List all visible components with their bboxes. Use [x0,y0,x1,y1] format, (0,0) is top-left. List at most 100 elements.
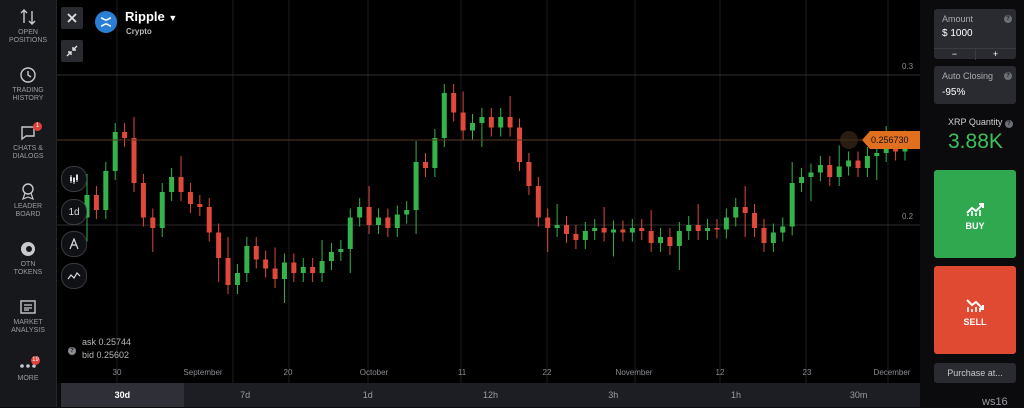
notification-badge: 19 [31,356,40,365]
sidebar-item-label: MARKET ANALYSIS [11,319,45,334]
candle-body [686,225,692,231]
candle-body [893,147,899,152]
info-icon[interactable]: ? [68,347,76,355]
candle-body [498,117,504,128]
candle-body [695,225,701,231]
sidebar-item-label: OTN TOKENS [13,261,43,276]
trend-up-icon [966,203,984,216]
chevron-down-icon: ▼ [168,13,178,23]
candle-body [404,210,410,215]
sell-label: SELL [963,317,987,327]
candle-body [883,147,889,153]
candle-body [789,183,795,227]
auto-closing-box[interactable]: Auto Closing ? -95% [934,66,1016,104]
quantity-value: 3.88K [948,130,1003,153]
tab-30m[interactable]: 30m [849,390,868,400]
asset-selector[interactable] [95,8,185,38]
x-tick-label: 20 [284,368,293,377]
candle-body [169,177,175,192]
history-clock-icon [20,67,36,83]
candle-body [441,93,447,138]
x-tick-label: 11 [458,368,467,377]
candle-body [460,112,466,131]
swap-arrows-icon [20,9,36,25]
candlestick-chart[interactable]: 0.3 0.2 0.256730 30 September 20 October 11 22 No… [57,0,920,383]
candle-body [263,259,269,269]
info-icon[interactable]: ? [1004,15,1012,23]
candle-body [545,217,551,228]
newspaper-icon [20,300,36,314]
sidebar-item-label: TRADING HISTORY [12,87,44,102]
auto-closing-value: -95% [942,87,966,98]
candle-body [620,229,626,233]
asset-name[interactable]: Ripple ▼ [125,9,178,24]
collapse-button[interactable] [61,40,83,62]
buy-button[interactable]: BUY [934,170,1016,258]
candle-body [338,249,344,252]
tab-12h[interactable]: 12h [483,390,499,400]
candle-body [658,237,664,243]
sidebar-item-more[interactable]: 19 MORE [0,356,56,383]
sidebar-item-trading-history[interactable]: TRADING HISTORY [0,66,56,103]
tab-1h[interactable]: 1h [730,390,741,400]
candle-body [206,207,212,233]
candle-body [874,153,880,156]
candle-body [375,217,381,225]
close-asset-button[interactable] [61,7,83,29]
sidebar-item-chats[interactable]: 1 CHATS & DIALOGS [0,122,56,161]
candle-body [705,228,711,231]
candle-body [328,252,334,261]
candle-body [535,186,541,218]
interval-button[interactable]: 1d [61,199,87,225]
info-icon[interactable]: ? [1004,72,1012,80]
trend-down-icon [966,299,984,312]
candle-body [601,228,607,233]
candle-body [667,237,673,246]
candle-body [150,217,156,228]
bid-price: bid 0.25602 [82,350,130,360]
tab-3h[interactable]: 3h [608,390,619,400]
sell-button[interactable]: SELL [934,266,1016,354]
candle-body [855,160,861,168]
sidebar-item-label: OPEN POSITIONS [8,29,48,44]
sidebar-item-label: LEADER BOARD [13,203,42,218]
amount-increase-button[interactable]: + [975,48,1016,60]
candle-body [770,232,776,243]
ripple-logo-icon [95,11,117,33]
tab-7d[interactable]: 7d [240,390,251,400]
sidebar-item-label: CHATS & DIALOGS [12,145,44,160]
candle-body [817,165,823,173]
candle-body [733,207,739,218]
candle-body [554,225,560,228]
drawing-tools-button[interactable] [61,231,87,257]
sidebar-item-open-positions[interactable]: OPEN POSITIONS [0,8,56,45]
candle-body [864,156,870,168]
candle-body [799,177,805,183]
candle-body [310,267,316,273]
amount-field[interactable]: $ 1000 [942,28,973,39]
candle-body [761,228,767,243]
tab-30d[interactable]: 30d [61,383,184,407]
candle-body [422,162,428,168]
candle-body [234,273,240,285]
candle-body [300,267,306,273]
amount-decrease-button[interactable]: − [934,48,976,60]
candle-body [178,177,184,192]
medal-icon [22,183,34,200]
candle-body [526,162,532,186]
price-tag-label: 0.256730 [871,135,909,145]
sidebar-item-market-analysis[interactable]: MARKET ANALYSIS [0,298,56,335]
chart-type-button[interactable] [61,166,87,192]
purchase-at-button[interactable]: Purchase at... [934,363,1016,383]
candle-body [347,217,353,249]
indicators-button[interactable] [61,263,87,289]
candle-body [103,171,109,210]
chart-area[interactable]: 0.3 0.2 0.256730 30 September 20 October 11 22 No… [57,0,920,383]
tab-1d[interactable]: 1d [362,390,373,400]
sidebar-item-leaderboard[interactable]: LEADER BOARD [0,182,56,219]
sidebar-item-otn-tokens[interactable]: OTN TOKENS [0,240,56,277]
candle-body [394,214,400,228]
x-tick-label: 23 [803,368,812,377]
candle-body [385,217,391,228]
asset-category: Crypto [126,27,152,36]
